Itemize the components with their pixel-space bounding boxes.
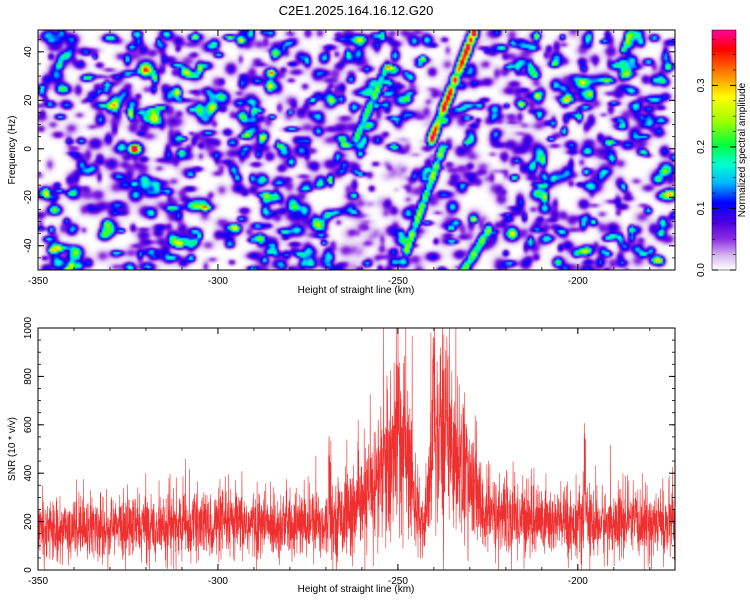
snr-x-tick-label: -250: [388, 576, 408, 587]
colorbar-tick-label: 0.2: [696, 140, 707, 154]
heatmap-x-tick-label: -300: [208, 276, 228, 287]
snr-x-tick-label: -300: [208, 576, 228, 587]
snr-y-tick-label: 400: [23, 464, 34, 481]
snr-x-ticks: -350 -300 -250 -200: [28, 328, 651, 587]
colorbar-frame: [711, 29, 737, 271]
heatmap-x-tick-label: -250: [388, 276, 408, 287]
heatmap-image: [38, 30, 675, 270]
snr-y-tick-label: 1000: [23, 316, 34, 339]
colorbar-ticks: 0.0 0.1 0.2 0.3: [696, 38, 736, 277]
colorbar-label: Normalized spectral amplitude: [737, 82, 748, 217]
heatmap-x-ticks: -350 -300 -250 -200: [28, 30, 651, 287]
snr-series-line: [38, 328, 675, 570]
snr-x-tick-label: -200: [568, 576, 588, 587]
snr-x-tick-label: -350: [28, 576, 48, 587]
snr-y-tick-label: 0: [23, 567, 34, 573]
colorbar-tick-label: 0.0: [696, 263, 707, 277]
heatmap-x-axis-label: Height of straight line (km): [298, 285, 415, 296]
heatmap-frame: [37, 29, 676, 271]
snr-y-tick-label: 600: [23, 416, 34, 433]
colorbar-tick-label: 0.1: [696, 201, 707, 215]
heatmap-x-tick-label: -200: [568, 276, 588, 287]
heatmap-y-tick-label: -20: [23, 190, 34, 205]
heatmap-y-axis-label: Frequency (Hz): [7, 116, 18, 185]
snr-y-tick-label: 200: [23, 513, 34, 530]
snr-panel: -350 -300 -250 -200 0 200 400 600 800 1000 Heigh…: [7, 316, 676, 595]
heatmap-y-ticks: -40 -20 0 20 40: [23, 39, 675, 271]
heatmap-y-tick-label: 40: [23, 46, 34, 58]
snr-x-axis-label: Height of straight line (km): [298, 584, 415, 595]
colorbar-tick-label: 0.3: [696, 78, 707, 92]
colorbar-gradient: [712, 30, 736, 270]
figure-title: C2E1.2025.164.16.12.G20: [279, 3, 434, 18]
heatmap-y-tick-label: -40: [23, 238, 34, 253]
heatmap-x-tick-label: -350: [28, 276, 48, 287]
snr-y-ticks: 0 200 400 600 800 1000: [23, 316, 675, 573]
colorbar: 0.0 0.1 0.2 0.3 Normalized spectral amplitu…: [696, 29, 748, 277]
heatmap-y-tick-label: 20: [23, 94, 34, 106]
heatmap-y-tick-label: 0: [23, 146, 34, 152]
snr-y-axis-label: SNR (10 * v/v): [7, 417, 18, 481]
snr-y-tick-label: 800: [23, 368, 34, 385]
